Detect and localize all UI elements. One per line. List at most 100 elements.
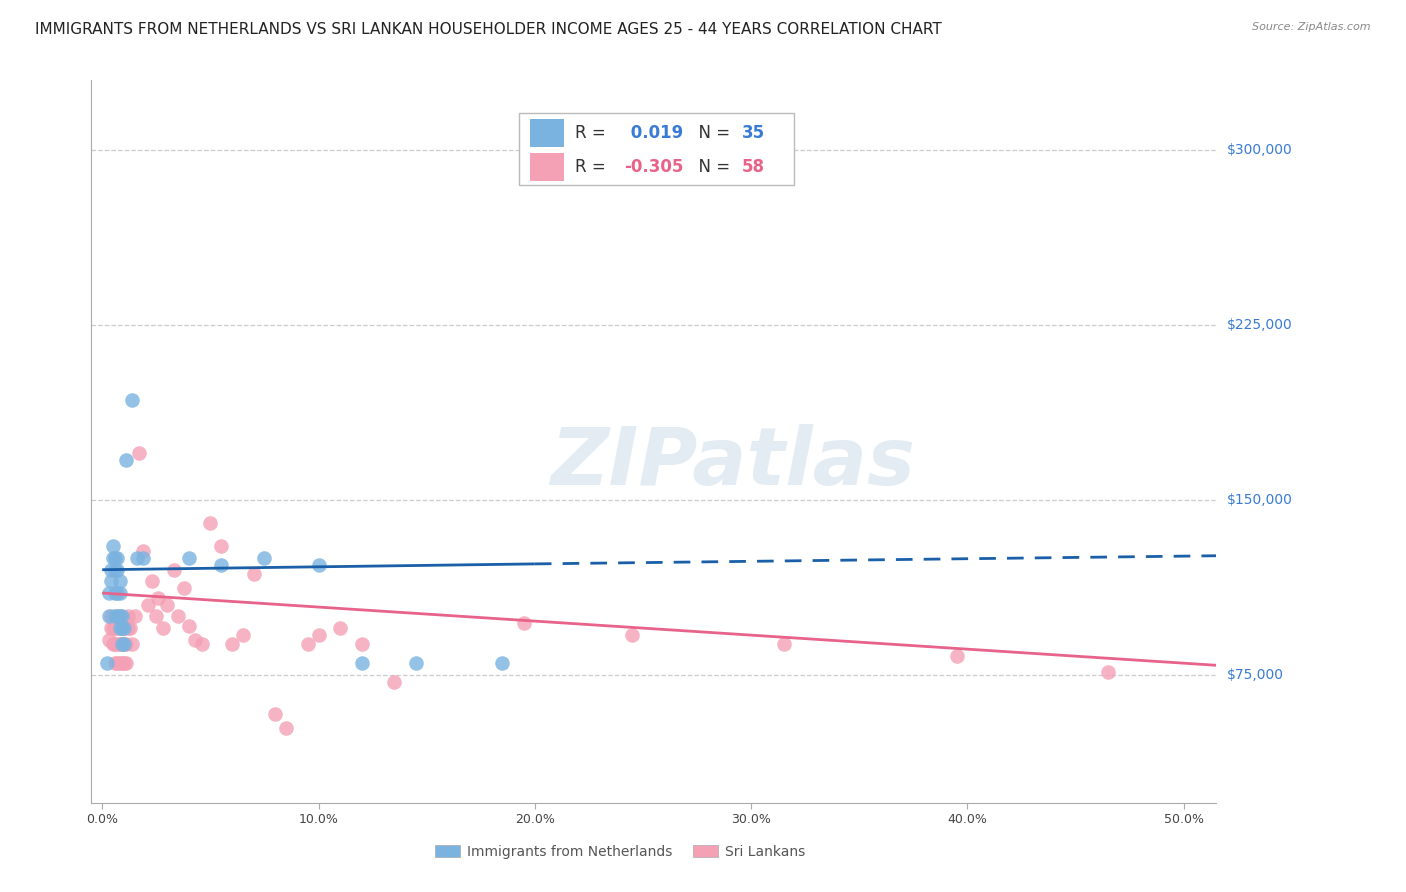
Point: [221, 637, 243, 651]
Point: [100, 563, 122, 577]
Point: [128, 446, 150, 460]
Point: [108, 621, 131, 635]
Point: [111, 637, 134, 651]
Bar: [519, 112, 794, 185]
Point: [105, 609, 128, 624]
Point: [156, 598, 179, 612]
Point: [111, 621, 134, 635]
Point: [112, 637, 135, 651]
Point: [101, 621, 124, 635]
Point: [108, 609, 131, 624]
Point: [111, 609, 134, 624]
Point: [167, 609, 190, 624]
Point: [104, 621, 127, 635]
Point: [105, 637, 128, 651]
Point: [136, 598, 159, 612]
Point: [264, 707, 287, 722]
Point: [152, 621, 174, 635]
Point: [621, 628, 644, 642]
Text: 0.019: 0.019: [624, 124, 683, 142]
Point: [177, 618, 200, 632]
Point: [112, 656, 135, 670]
Point: [124, 609, 146, 624]
Text: 58: 58: [741, 158, 765, 176]
Point: [105, 551, 128, 566]
Point: [132, 551, 155, 566]
Point: [117, 609, 139, 624]
Point: [115, 453, 138, 467]
Point: [945, 648, 967, 663]
Text: $225,000: $225,000: [1227, 318, 1294, 332]
Point: [120, 621, 142, 635]
Point: [101, 637, 124, 651]
Point: [108, 609, 131, 624]
Text: -0.305: -0.305: [624, 158, 683, 176]
Point: [112, 637, 135, 651]
Point: [184, 632, 207, 647]
Point: [105, 563, 128, 577]
Point: [350, 656, 373, 670]
Point: [132, 544, 155, 558]
Point: [97, 609, 120, 624]
Point: [97, 632, 120, 647]
Point: [121, 392, 143, 407]
Point: [200, 516, 222, 530]
Point: [108, 637, 131, 651]
Point: [104, 609, 127, 624]
Point: [115, 637, 138, 651]
Point: [209, 540, 232, 554]
Point: [104, 637, 127, 651]
Point: [105, 656, 128, 670]
Text: IMMIGRANTS FROM NETHERLANDS VS SRI LANKAN HOUSEHOLDER INCOME AGES 25 - 44 YEARS : IMMIGRANTS FROM NETHERLANDS VS SRI LANKA…: [35, 22, 942, 37]
Point: [100, 621, 122, 635]
Point: [145, 609, 167, 624]
Point: [112, 621, 135, 635]
Point: [297, 637, 319, 651]
Point: [97, 586, 120, 600]
Text: $300,000: $300,000: [1227, 144, 1294, 157]
Point: [329, 621, 352, 635]
Point: [274, 721, 297, 735]
Text: N =: N =: [688, 158, 735, 176]
Point: [96, 656, 118, 670]
Point: [112, 621, 135, 635]
Text: N =: N =: [688, 124, 735, 142]
Point: [513, 616, 536, 631]
Point: [111, 656, 134, 670]
Point: [104, 563, 127, 577]
Point: [148, 591, 170, 605]
Text: R =: R =: [575, 158, 612, 176]
Point: [104, 656, 127, 670]
Point: [105, 621, 128, 635]
Point: [115, 656, 138, 670]
Point: [209, 558, 232, 572]
Point: [242, 567, 264, 582]
Text: 35: 35: [741, 124, 765, 142]
Point: [108, 586, 131, 600]
Point: [491, 656, 513, 670]
Point: [162, 563, 184, 577]
Point: [382, 674, 405, 689]
Point: [253, 551, 276, 566]
Point: [105, 586, 128, 600]
Legend: Immigrants from Netherlands, Sri Lankans: Immigrants from Netherlands, Sri Lankans: [429, 839, 811, 864]
Point: [108, 574, 131, 589]
Point: [117, 621, 139, 635]
Point: [141, 574, 163, 589]
Point: [405, 656, 427, 670]
Point: [125, 551, 148, 566]
Point: [232, 628, 254, 642]
Point: [772, 637, 794, 651]
Point: [101, 551, 124, 566]
Point: [121, 637, 143, 651]
Point: [100, 574, 122, 589]
Point: [173, 582, 195, 596]
Text: $150,000: $150,000: [1227, 492, 1294, 507]
Point: [177, 551, 200, 566]
Point: [111, 637, 134, 651]
Point: [108, 656, 131, 670]
Text: $75,000: $75,000: [1227, 667, 1284, 681]
Bar: [530, 120, 564, 147]
Point: [350, 637, 373, 651]
Point: [1097, 665, 1119, 680]
